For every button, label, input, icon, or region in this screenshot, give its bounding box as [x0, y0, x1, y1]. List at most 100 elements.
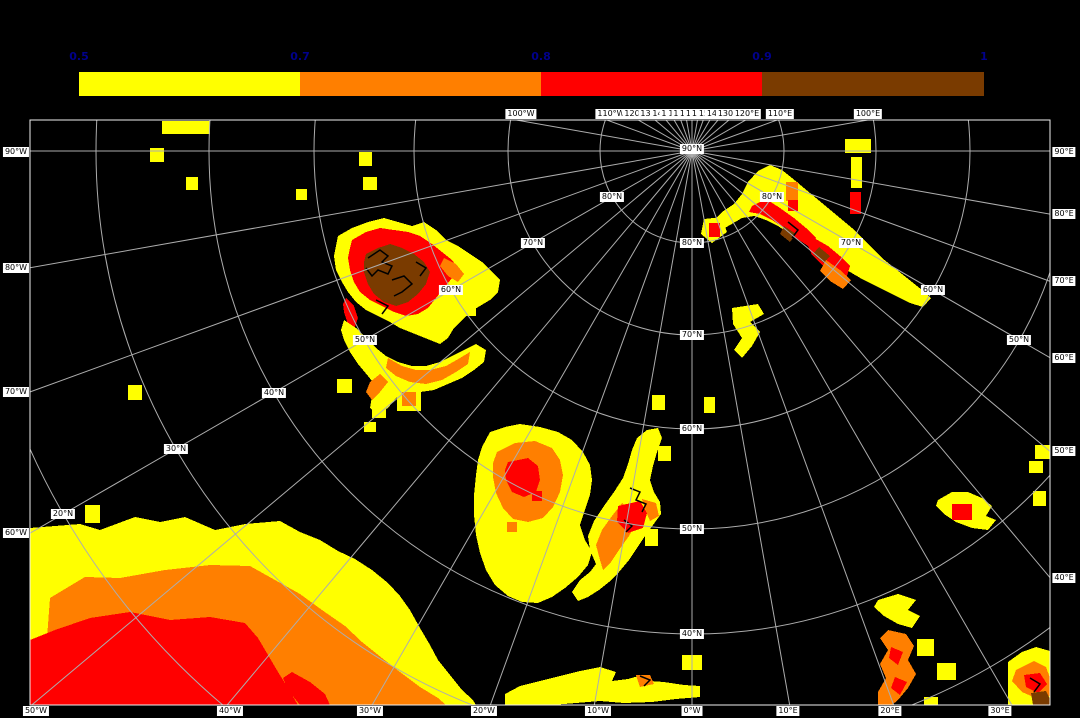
colorbar-segment — [300, 72, 541, 96]
grid-label: 40°N — [261, 388, 287, 398]
meridian-line — [691, 150, 1050, 579]
meridian-line — [593, 150, 693, 705]
map-patch — [186, 177, 198, 190]
colorbar-segment — [541, 72, 762, 96]
map-patch — [1029, 461, 1043, 473]
map-patch — [440, 258, 464, 282]
meridian-line — [691, 120, 871, 152]
meridian-line — [605, 120, 693, 152]
grid-label: 50°E — [1052, 446, 1076, 456]
map-patch — [937, 663, 956, 680]
map-patch — [813, 247, 830, 263]
grid-label: 80°W — [2, 263, 30, 273]
grid-label: 20°E — [878, 706, 902, 716]
grid-label: 90°N — [679, 144, 705, 154]
map-patch — [363, 177, 377, 190]
meridian-line — [30, 150, 693, 269]
colorbar-segment — [762, 72, 984, 96]
coastline — [365, 249, 394, 278]
grid-label: 110°W — [595, 109, 627, 119]
map-patch — [820, 260, 851, 289]
coastline — [415, 261, 428, 277]
grid-label: 20°W — [470, 706, 498, 716]
grid-label: 40°W — [216, 706, 244, 716]
map-patch — [128, 385, 142, 400]
meridian-line — [691, 120, 730, 152]
map-patch — [845, 139, 871, 153]
meridian-line — [680, 120, 693, 152]
map-patch — [712, 165, 931, 307]
meridian-line — [637, 120, 693, 152]
map-patch — [749, 199, 816, 246]
grid-label: 60°W — [2, 528, 30, 538]
map-patch — [732, 304, 764, 358]
grid-label: 10°E — [776, 706, 800, 716]
map-frame — [29, 119, 1051, 706]
grid-label: 0°W — [681, 706, 703, 716]
meridian-line — [691, 150, 1050, 215]
grid-label: 70°N — [520, 238, 546, 248]
map-patch — [1035, 445, 1050, 459]
map-patch — [386, 352, 470, 384]
grid-label: 30°N — [163, 444, 189, 454]
map-patch — [788, 200, 798, 211]
meridian-line — [691, 120, 711, 152]
grid-label: 110°E — [765, 109, 795, 119]
map-patch — [296, 189, 307, 200]
map-patch — [891, 677, 907, 695]
grid-label: 70°E — [1052, 276, 1076, 286]
grid-label: 100°W — [505, 109, 537, 119]
meridian-line — [691, 150, 1050, 282]
coastline — [639, 675, 652, 687]
coastline — [375, 299, 390, 315]
colorbar-tick-label: 0.5 — [69, 50, 89, 63]
meridian-line — [691, 150, 895, 705]
grid-label: 50°N — [352, 335, 378, 345]
map-patch — [337, 379, 352, 393]
grid-label: 90°E — [1052, 147, 1076, 157]
map-patch — [505, 458, 540, 497]
map-patch — [364, 422, 376, 432]
meridian-line — [691, 120, 719, 152]
map-patch — [463, 302, 476, 316]
grid-label: 80°N — [759, 192, 785, 202]
map-patch — [150, 148, 164, 162]
meridian-line — [691, 120, 779, 152]
map-patch — [372, 406, 386, 418]
map-patch — [85, 505, 100, 523]
grid-label: 40°N — [679, 629, 705, 639]
grid-label: 70°W — [2, 387, 30, 397]
map-patch — [917, 639, 934, 656]
meridian-line — [371, 150, 693, 705]
meridian-line — [691, 150, 791, 705]
map-patch — [874, 594, 920, 628]
grid-label: 50°W — [22, 706, 50, 716]
meridian-line — [691, 120, 747, 152]
map-patch — [1031, 691, 1050, 705]
map-patch — [924, 697, 938, 705]
meridian-line — [30, 150, 693, 705]
grid-label: 60°N — [679, 424, 705, 434]
meridian-line — [673, 120, 693, 152]
meridian-line — [691, 120, 704, 152]
map-patch — [364, 244, 430, 306]
map-patch — [658, 446, 671, 461]
map-patch — [1033, 491, 1046, 506]
map-patch — [636, 675, 654, 687]
map-patch — [889, 647, 903, 665]
grid-label: 120°E — [732, 109, 762, 119]
meridian-line — [691, 150, 1013, 705]
map-patch — [283, 672, 330, 705]
map-patch — [402, 392, 416, 406]
map-patch — [851, 157, 862, 188]
grid-label: 80°E — [1052, 209, 1076, 219]
colorbar-tick-label: 0.8 — [531, 50, 551, 63]
map-patch — [1024, 673, 1047, 693]
map-patch — [30, 612, 298, 705]
meridian-line — [691, 150, 1050, 453]
grid-label: 30°W — [356, 706, 384, 716]
grid-label: 60°E — [1052, 353, 1076, 363]
map-patch — [786, 182, 798, 201]
